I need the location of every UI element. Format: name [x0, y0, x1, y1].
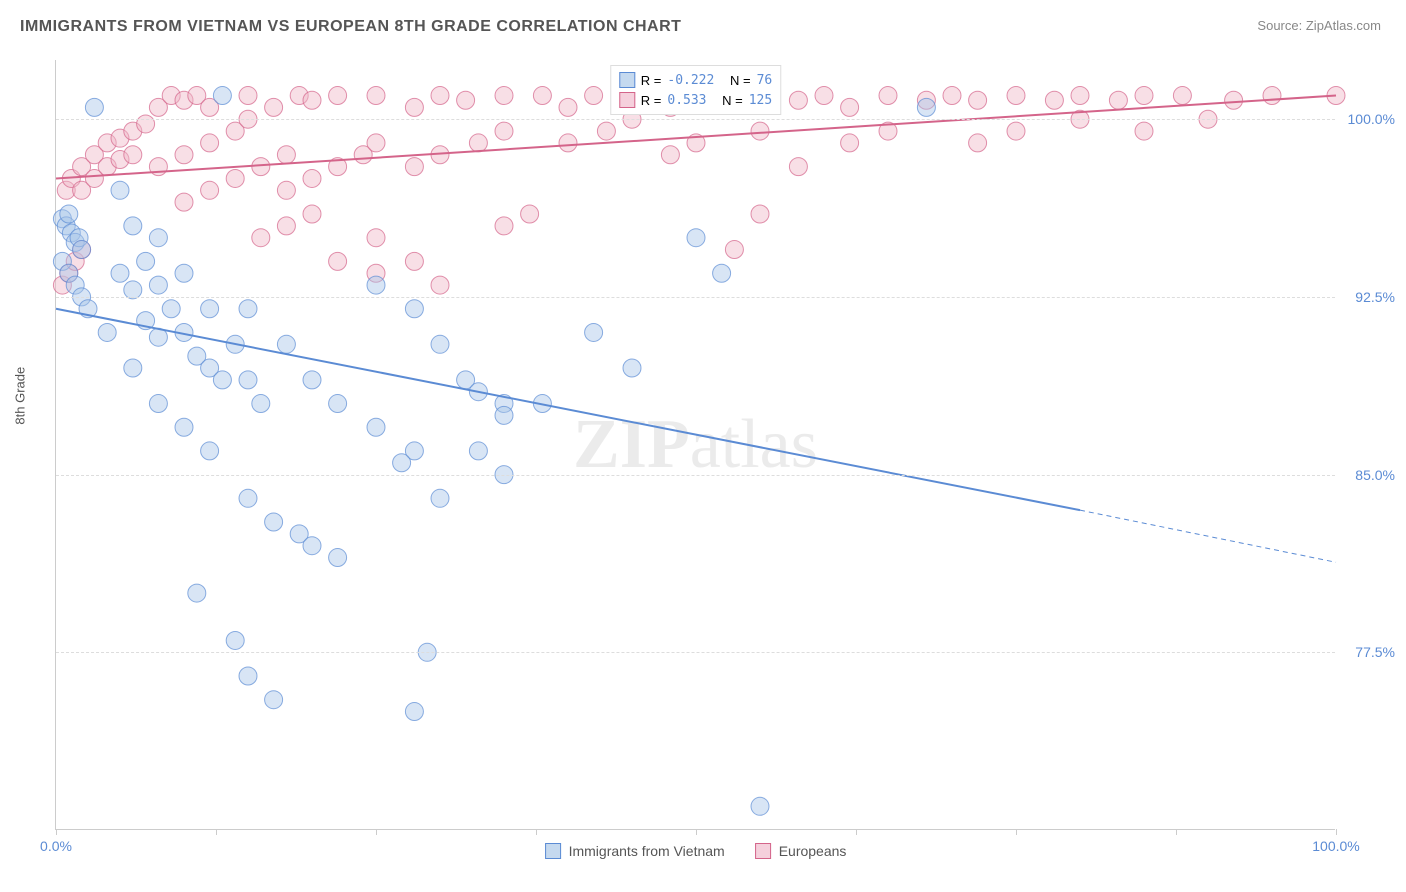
n-value: 76	[757, 73, 773, 88]
legend-item-0: Immigrants from Vietnam	[545, 843, 725, 859]
legend-label: Immigrants from Vietnam	[569, 843, 725, 859]
r-value: -0.222	[667, 73, 714, 88]
chart-svg	[56, 60, 1335, 829]
legend-square-icon	[619, 72, 635, 88]
source-label: Source:	[1257, 18, 1302, 33]
legend-label: Europeans	[779, 843, 847, 859]
source-name: ZipAtlas.com	[1306, 18, 1381, 33]
legend-stats-row-0: R = -0.222 N = 76	[619, 70, 772, 90]
plot-area: ZIPatlas R = -0.222 N = 76 R = 0.533 N =…	[55, 60, 1335, 830]
legend-stats: R = -0.222 N = 76 R = 0.533 N = 125	[610, 65, 781, 115]
legend-series: Immigrants from Vietnam Europeans	[545, 843, 847, 859]
legend-square-icon	[619, 92, 635, 108]
legend-square-icon	[755, 843, 771, 859]
r-label: R =	[641, 93, 662, 108]
y-axis-label: 8th Grade	[13, 367, 28, 425]
r-label: R =	[641, 73, 662, 88]
n-label: N =	[722, 93, 743, 108]
chart-title: IMMIGRANTS FROM VIETNAM VS EUROPEAN 8TH …	[20, 18, 681, 36]
legend-stats-row-1: R = 0.533 N = 125	[619, 90, 772, 110]
n-value: 125	[749, 93, 772, 108]
source-credit: Source: ZipAtlas.com	[1257, 18, 1381, 33]
chart-container: IMMIGRANTS FROM VIETNAM VS EUROPEAN 8TH …	[0, 0, 1406, 892]
n-label: N =	[730, 73, 751, 88]
r-value: 0.533	[667, 93, 706, 108]
legend-item-1: Europeans	[755, 843, 847, 859]
legend-square-icon	[545, 843, 561, 859]
